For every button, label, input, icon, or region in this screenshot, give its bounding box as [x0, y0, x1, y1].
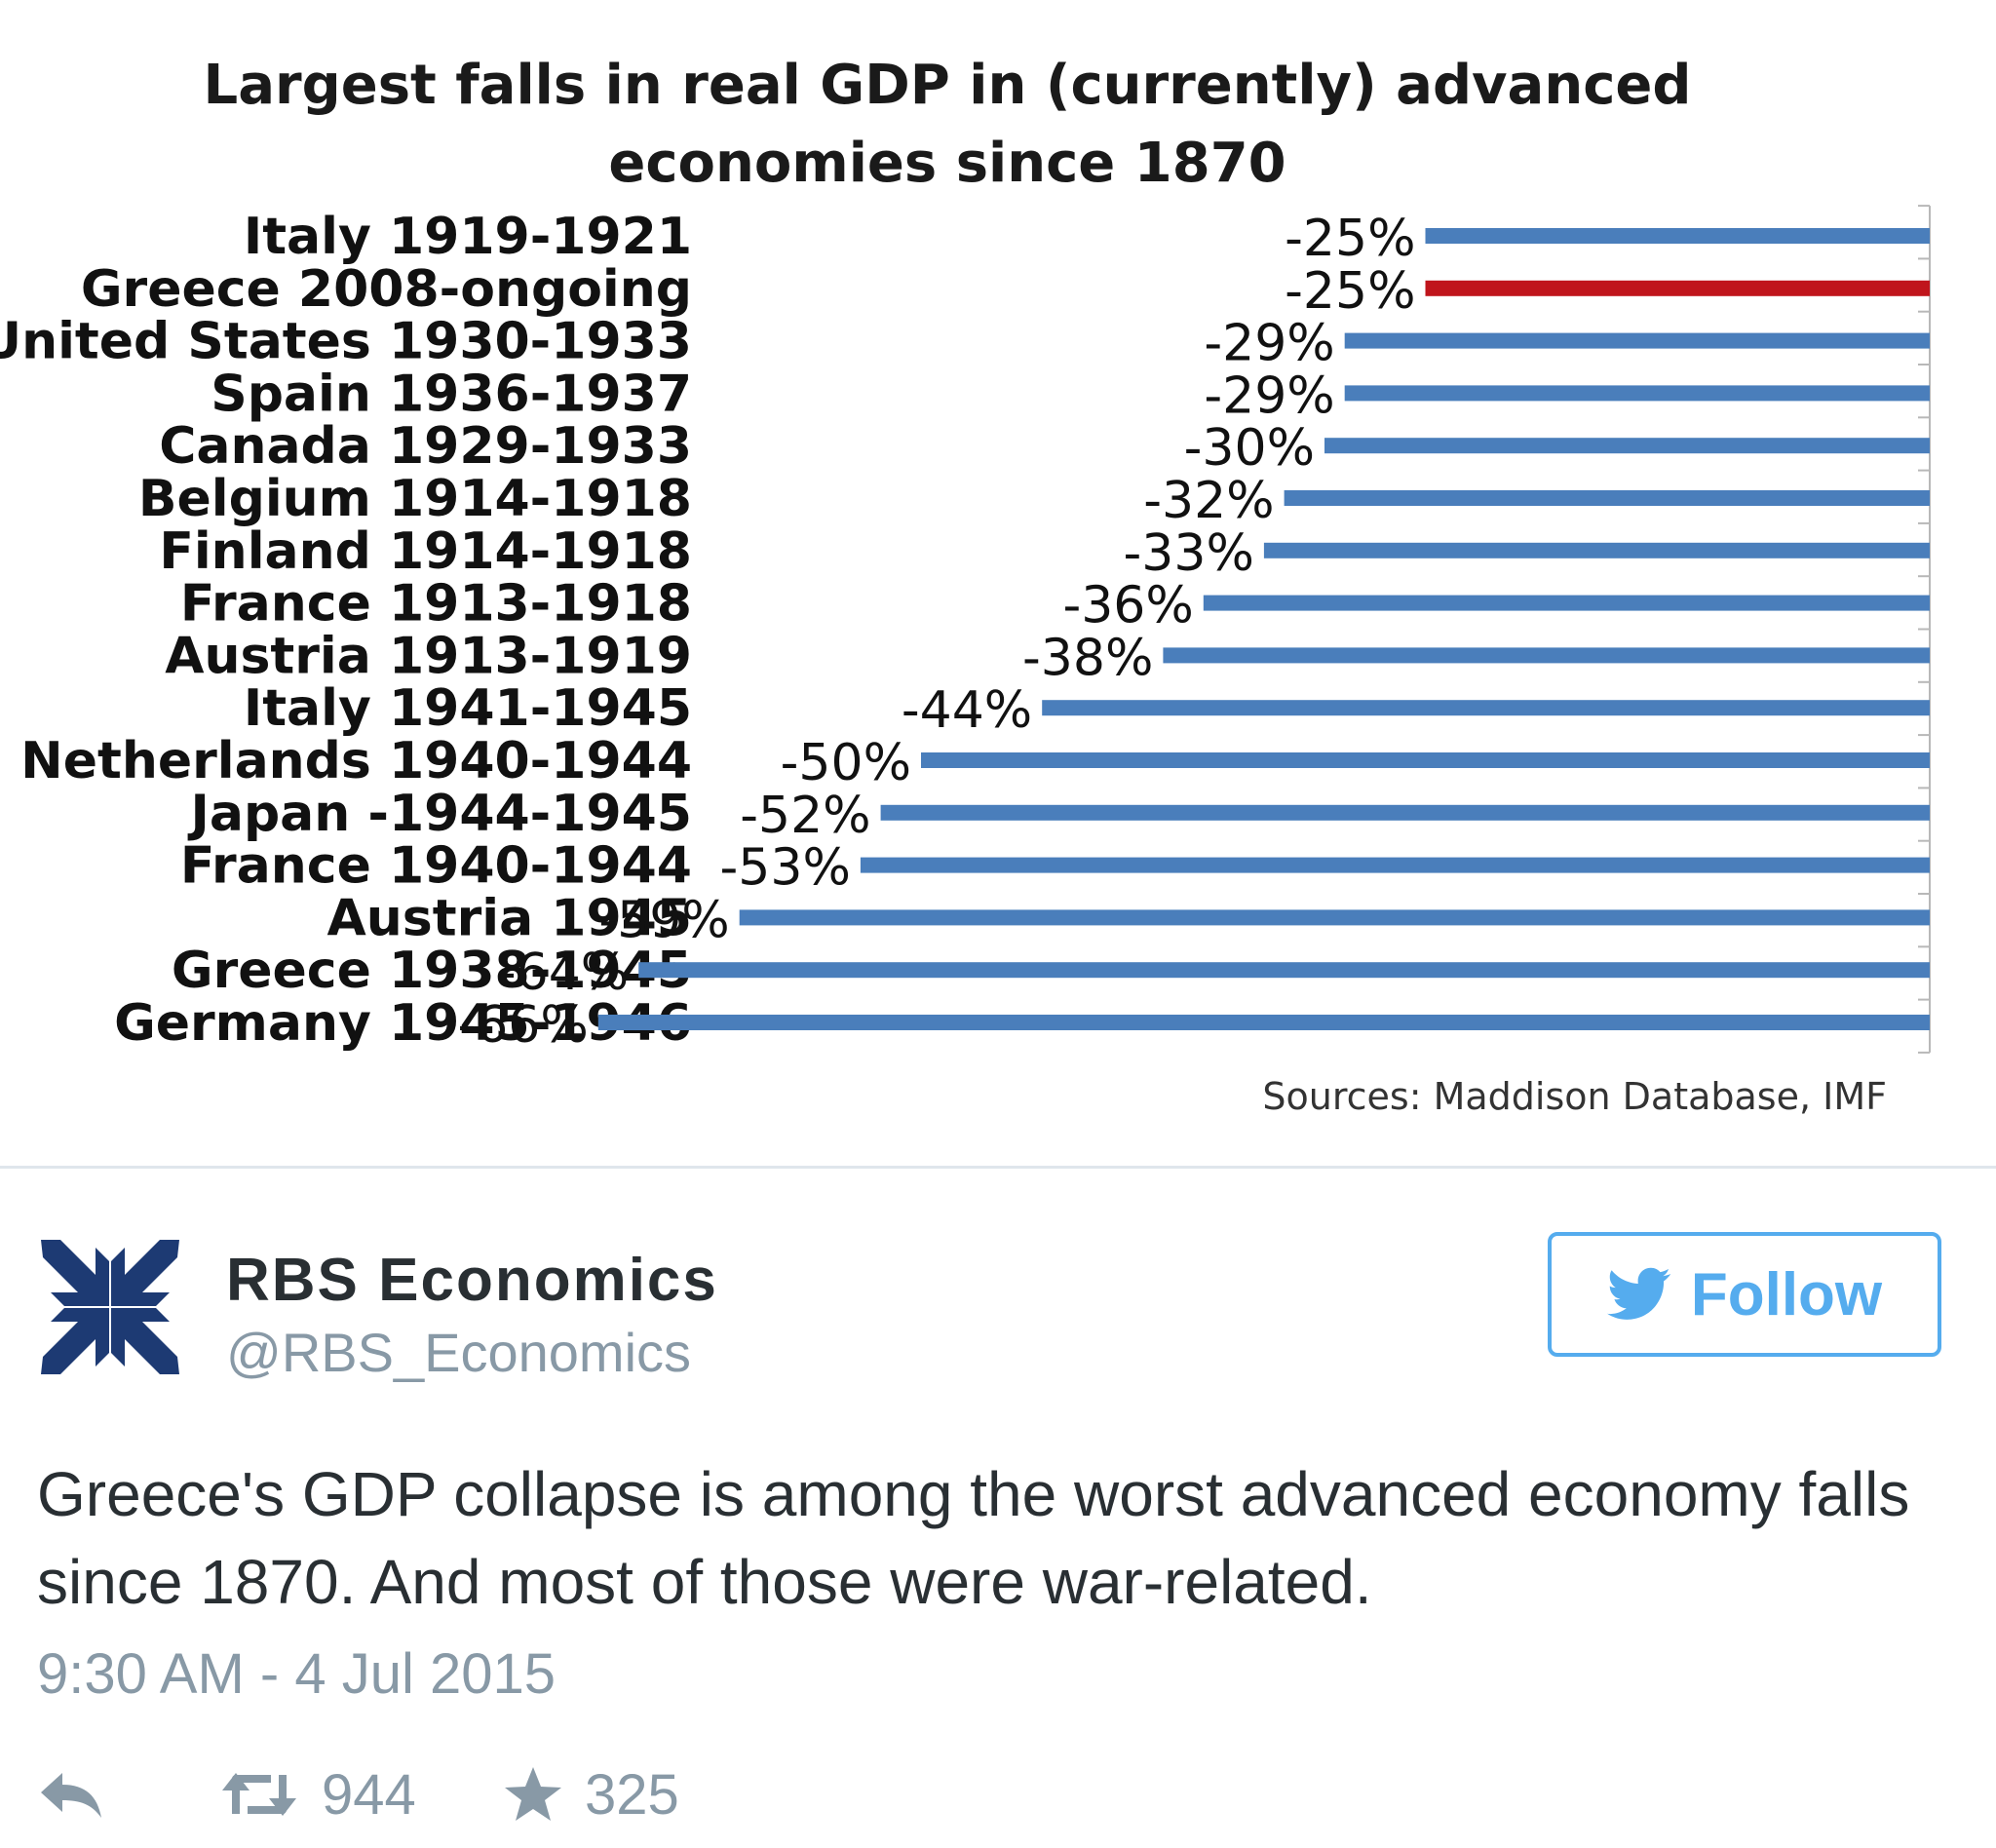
rbs-logo-icon	[41, 1240, 179, 1374]
bar	[1344, 332, 1930, 349]
value-label: -38%	[1022, 629, 1153, 687]
chart-source: Sources: Maddison Database, IMF	[1262, 1075, 1887, 1118]
category-label: Germany 1945-1946	[114, 994, 692, 1053]
retweet-count: 944	[322, 1762, 416, 1827]
category-label: Italy 1941-1945	[244, 679, 692, 738]
value-label: -33%	[1124, 524, 1254, 583]
value-label: -29%	[1204, 366, 1334, 425]
value-label: -59%	[598, 891, 729, 949]
bar	[1344, 385, 1930, 402]
bar	[1163, 647, 1930, 664]
category-label: Canada 1929-1933	[159, 417, 692, 476]
bar	[1042, 700, 1930, 716]
chart-title-line: economies since 1870	[608, 132, 1286, 195]
value-label: -30%	[1184, 419, 1315, 478]
favorite-count: 325	[585, 1762, 679, 1827]
star-icon	[505, 1767, 561, 1821]
avatar[interactable]	[37, 1234, 183, 1380]
follow-button[interactable]: Follow	[1548, 1232, 1941, 1357]
category-label: Finland 1914-1918	[159, 522, 692, 581]
gdp-bar-chart: Largest falls in real GDP in (currently)…	[0, 54, 1931, 1118]
value-label: -53%	[720, 839, 851, 898]
value-label: -25%	[1285, 262, 1415, 321]
bar	[1324, 438, 1930, 454]
value-label: -25%	[1285, 210, 1415, 268]
value-label: -36%	[1062, 577, 1193, 635]
twitter-bird-icon	[1606, 1267, 1670, 1320]
reply-icon	[41, 1773, 101, 1818]
value-labels: -25%-25%-29%-29%-30%-32%-33%-36%-38%-44%…	[457, 210, 1415, 1055]
bar	[739, 909, 1931, 926]
bar	[860, 857, 1930, 873]
category-label: France 1940-1944	[180, 837, 692, 896]
category-label: Greece 1938-1945	[172, 942, 692, 1000]
category-label: United States 1930-1933	[0, 313, 692, 371]
chart-title-line: Largest falls in real GDP in (currently)…	[204, 54, 1692, 117]
username-handle[interactable]: @RBS_Economics	[226, 1322, 692, 1383]
bar	[1263, 542, 1930, 558]
bar	[921, 752, 1930, 768]
tweet-timestamp[interactable]: 9:30 AM - 4 Jul 2015	[37, 1642, 556, 1706]
value-label: -32%	[1143, 472, 1274, 530]
bar	[1425, 228, 1930, 244]
display-name[interactable]: RBS Economics	[226, 1247, 718, 1314]
bar	[1203, 595, 1930, 611]
favorite-button[interactable]: 325	[503, 1760, 679, 1829]
retweet-button[interactable]: 944	[218, 1760, 416, 1829]
category-label: Netherlands 1940-1944	[20, 732, 692, 790]
bars	[597, 228, 1931, 1030]
chart-title: Largest falls in real GDP in (currently)…	[204, 54, 1692, 195]
category-label: Japan -1944-1945	[188, 785, 693, 843]
divider	[0, 1166, 1996, 1169]
category-label: Belgium 1914-1918	[138, 470, 692, 528]
chart-axis	[1918, 205, 1931, 1054]
bar	[638, 962, 1931, 979]
value-label: -64%	[498, 943, 629, 1002]
category-label: Greece 2008-ongoing	[81, 260, 692, 319]
chart-image: Largest falls in real GDP in (currently)…	[0, 54, 1931, 1118]
category-label: Austria 1945	[327, 889, 692, 947]
bar	[1284, 490, 1930, 506]
reply-button[interactable]	[37, 1760, 105, 1829]
bar	[597, 1015, 1930, 1030]
tweet-text: Greece's GDP collapse is among the worst…	[37, 1459, 1910, 1617]
category-label: Austria 1913-1919	[165, 627, 692, 685]
value-label: -66%	[457, 996, 588, 1055]
value-label: -44%	[902, 681, 1032, 740]
bar	[880, 804, 1930, 821]
value-label: -50%	[781, 734, 911, 792]
category-label: Spain 1936-1937	[211, 365, 692, 423]
follow-label: Follow	[1690, 1260, 1883, 1328]
bar	[1425, 280, 1930, 296]
value-label: -52%	[740, 787, 870, 845]
category-label: France 1913-1918	[180, 575, 692, 634]
value-label: -29%	[1204, 315, 1334, 373]
retweet-icon	[222, 1773, 296, 1816]
category-label: Italy 1919-1921	[244, 208, 692, 266]
